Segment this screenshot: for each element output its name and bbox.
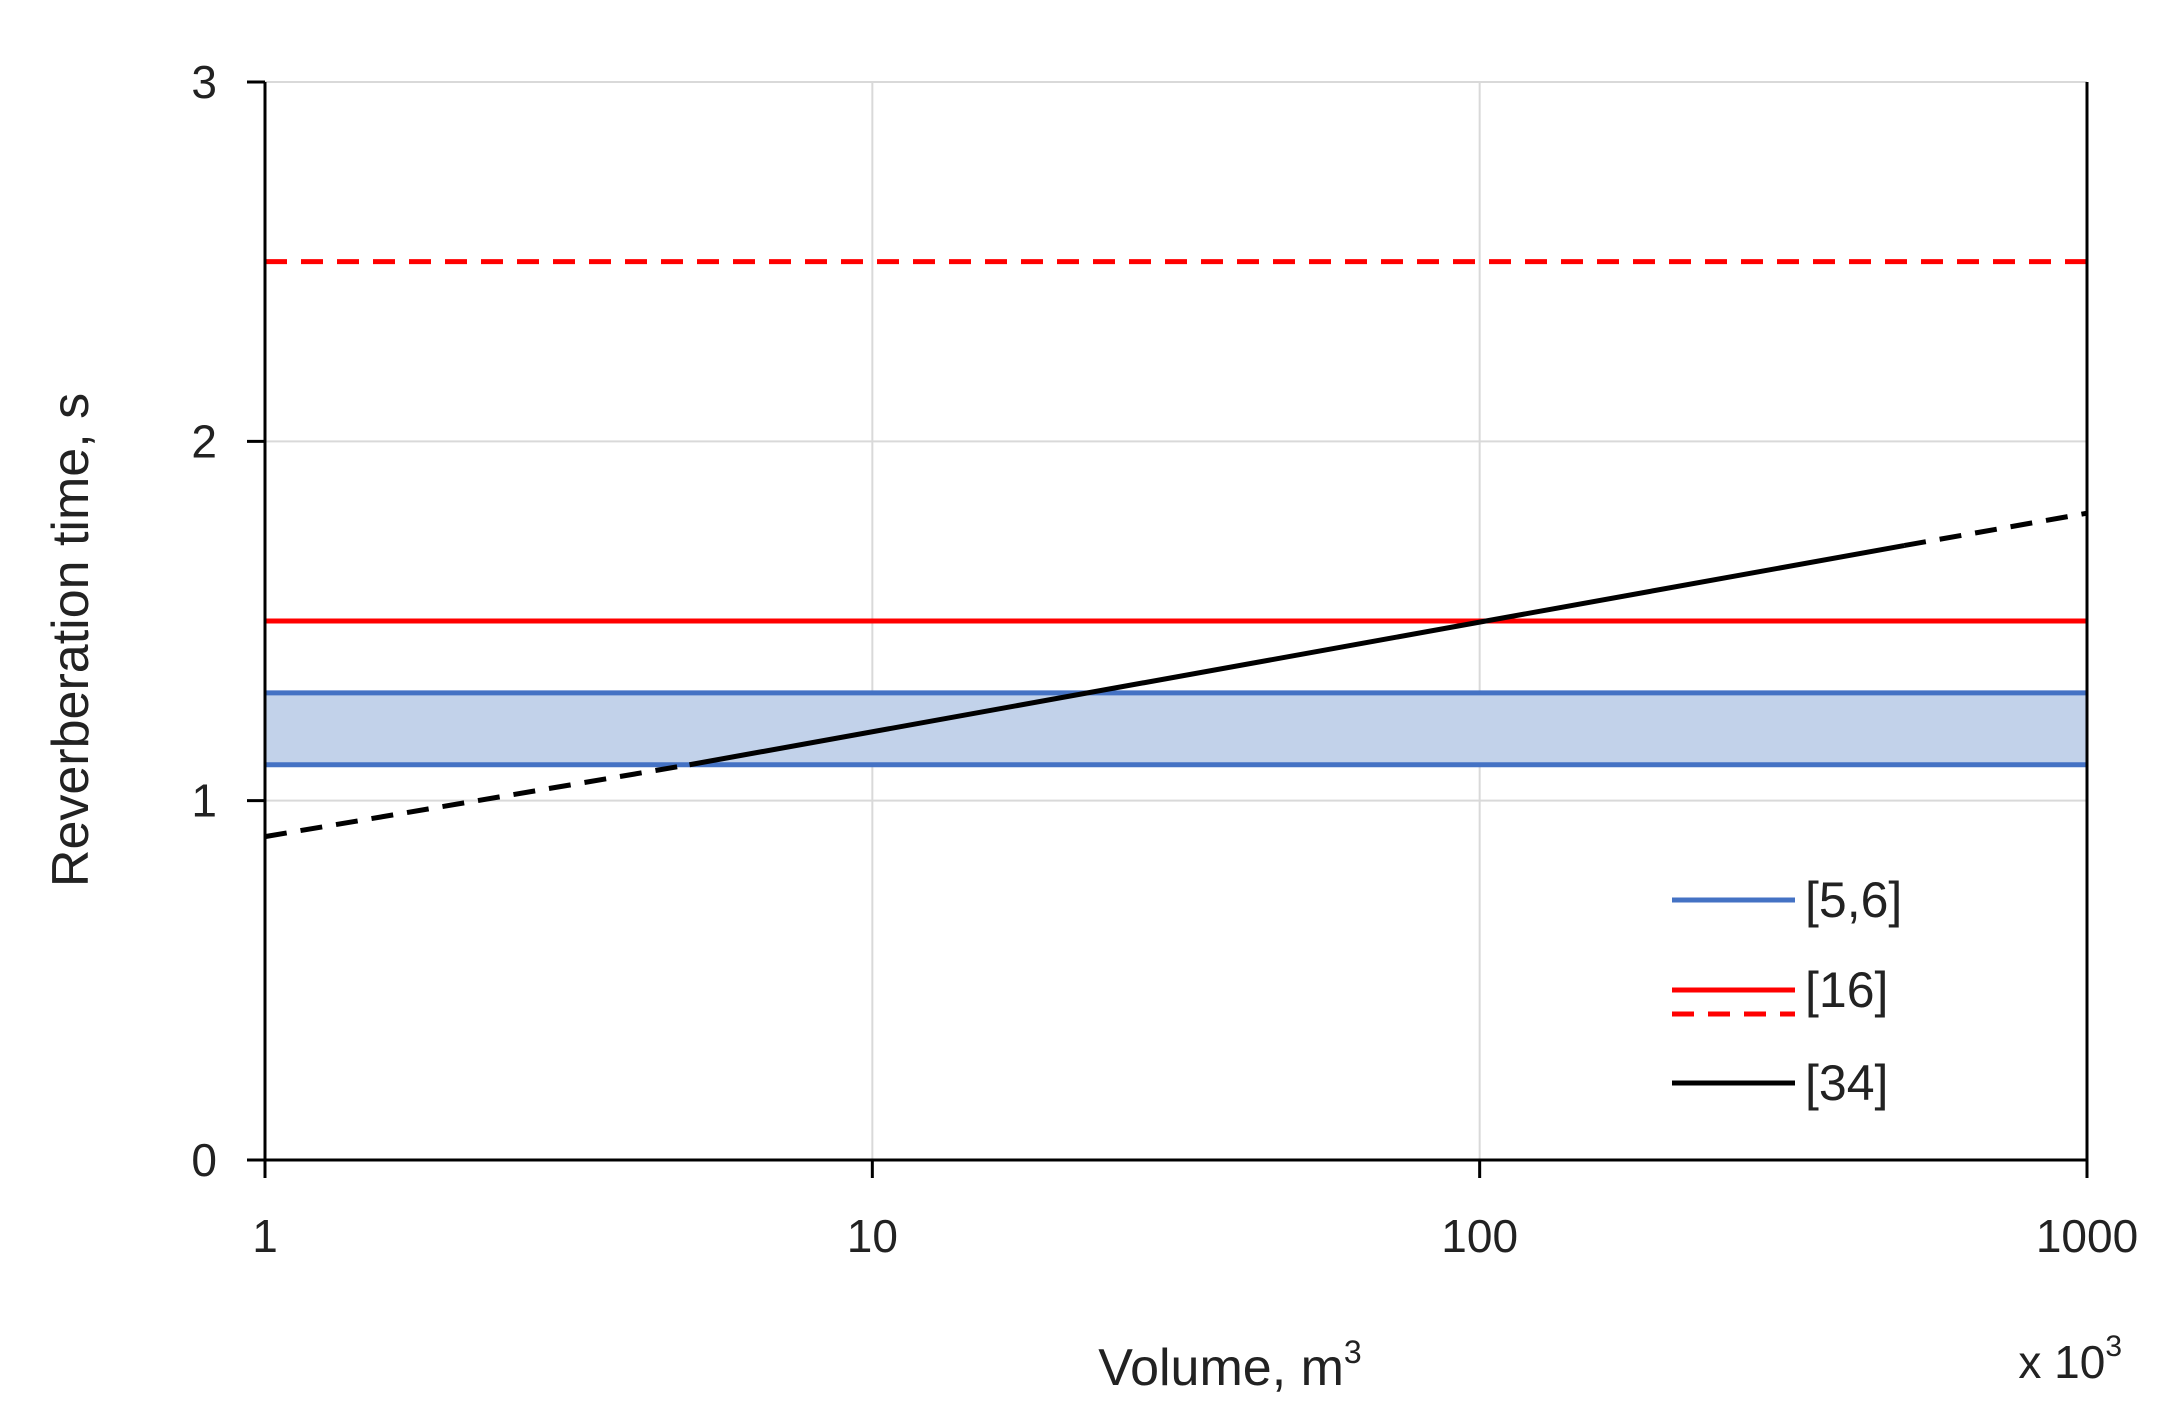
x-tick-label: 100 [1441, 1210, 1518, 1262]
y-tick-label: 0 [191, 1134, 217, 1186]
series-line-dashed [1903, 510, 2088, 549]
legend-label: [34] [1805, 1055, 1888, 1111]
legend-label: [5,6] [1805, 872, 1902, 928]
y-tick-label: 3 [191, 56, 217, 108]
legend: [5,6] [16] [34] [1672, 872, 1902, 1111]
x-axis-multiplier-main: x 10 [2018, 1336, 2105, 1388]
x-axis-multiplier: x 103 [2018, 1330, 2122, 1388]
band-fill [265, 692, 2087, 765]
y-tick-label: 2 [191, 415, 217, 467]
x-axis-title-superscript: 3 [1344, 1334, 1362, 1370]
series-line-solid [689, 543, 1905, 768]
x-tick-label: 10 [847, 1210, 898, 1262]
y-tick-label: 1 [191, 775, 217, 827]
x-axis-title: Volume, m3 [1098, 1334, 1361, 1397]
axes [247, 80, 2089, 1178]
x-axis-multiplier-superscript: 3 [2105, 1330, 2122, 1363]
x-tick-label: 1000 [2036, 1210, 2138, 1262]
plot-series [264, 259, 2088, 840]
y-axis-title: Reverberation time, s [42, 393, 100, 887]
x-axis-title-main: Volume, m [1098, 1339, 1344, 1397]
legend-label: [16] [1805, 962, 1888, 1018]
x-tick-label: 1 [252, 1210, 278, 1262]
